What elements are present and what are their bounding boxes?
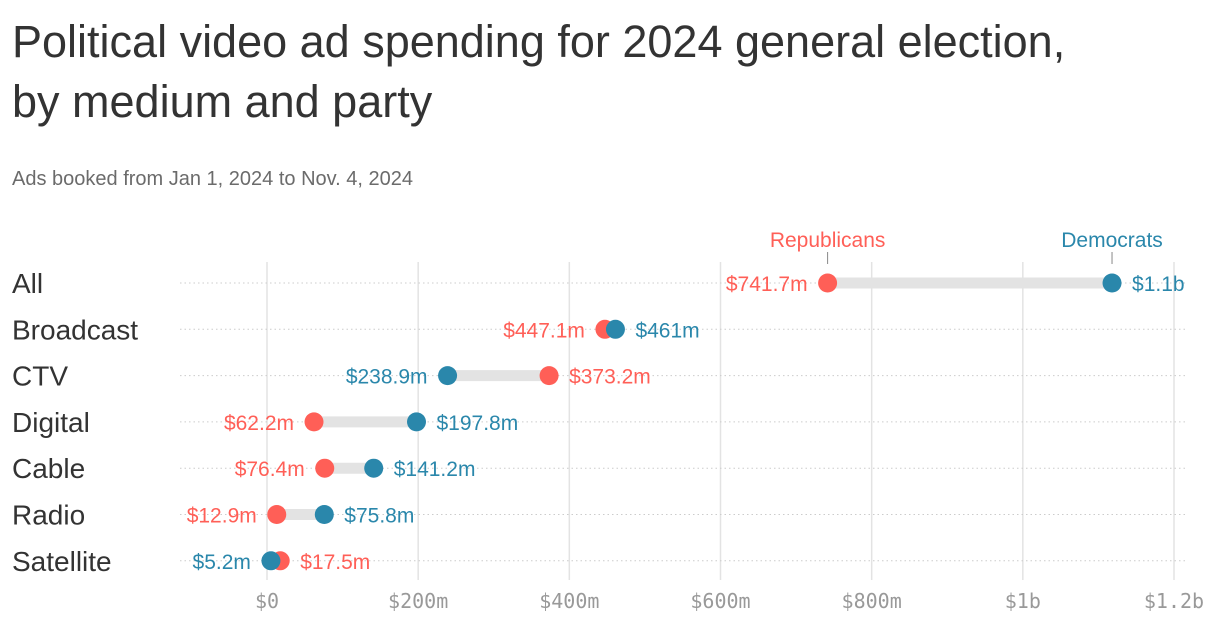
x-tick-label: $400m	[539, 589, 599, 613]
democrat-value-label: $5.2m	[193, 551, 251, 574]
category-label: Digital	[12, 407, 90, 438]
category-label: Cable	[12, 453, 85, 484]
republicans-legend-label: Republicans	[770, 229, 886, 252]
category-label: Broadcast	[12, 314, 138, 345]
chart-subtitle: Ads booked from Jan 1, 2024 to Nov. 4, 2…	[12, 168, 413, 190]
republican-value-label: $741.7m	[726, 273, 808, 296]
democrat-dot	[1102, 273, 1122, 293]
category-label: CTV	[12, 361, 68, 392]
republican-value-label: $12.9m	[187, 505, 257, 528]
x-tick-label: $600m	[690, 589, 750, 613]
republican-dot	[539, 366, 559, 386]
democrat-value-label: $238.9m	[346, 366, 428, 389]
republican-dot	[315, 458, 335, 478]
republican-dot	[267, 505, 287, 524]
x-tick-label: $800m	[842, 589, 902, 613]
x-tick-label: $0	[255, 589, 279, 613]
category-label: All	[12, 268, 43, 299]
democrat-value-label: $1.1b	[1132, 273, 1185, 296]
democrat-dot	[407, 412, 427, 432]
category-label: Satellite	[12, 546, 112, 577]
democrat-dot	[438, 366, 458, 386]
republican-value-label: $373.2m	[569, 366, 651, 389]
x-tick-label: $1.2b	[1144, 589, 1204, 613]
democrat-value-label: $75.8m	[344, 505, 414, 528]
category-label: Radio	[12, 500, 85, 531]
democrat-value-label: $141.2m	[394, 458, 476, 481]
democrats-legend-label: Democrats	[1061, 229, 1163, 252]
democrat-value-label: $461m	[635, 319, 699, 342]
democrat-dot	[314, 505, 334, 524]
republican-value-label: $76.4m	[235, 458, 305, 481]
democrat-dot	[605, 319, 625, 339]
democrat-dot	[364, 458, 384, 478]
republican-dot	[304, 412, 324, 432]
x-tick-label: $1b	[1005, 589, 1041, 613]
democrat-value-label: $197.8m	[437, 412, 519, 435]
democrat-dot	[261, 551, 281, 571]
chart-title: Political video ad spending for 2024 gen…	[12, 16, 1066, 127]
republican-value-label: $17.5m	[300, 551, 370, 574]
republican-dot	[818, 273, 838, 293]
x-tick-label: $200m	[388, 589, 448, 613]
republican-value-label: $447.1m	[503, 319, 585, 342]
republican-value-label: $62.2m	[224, 412, 294, 435]
